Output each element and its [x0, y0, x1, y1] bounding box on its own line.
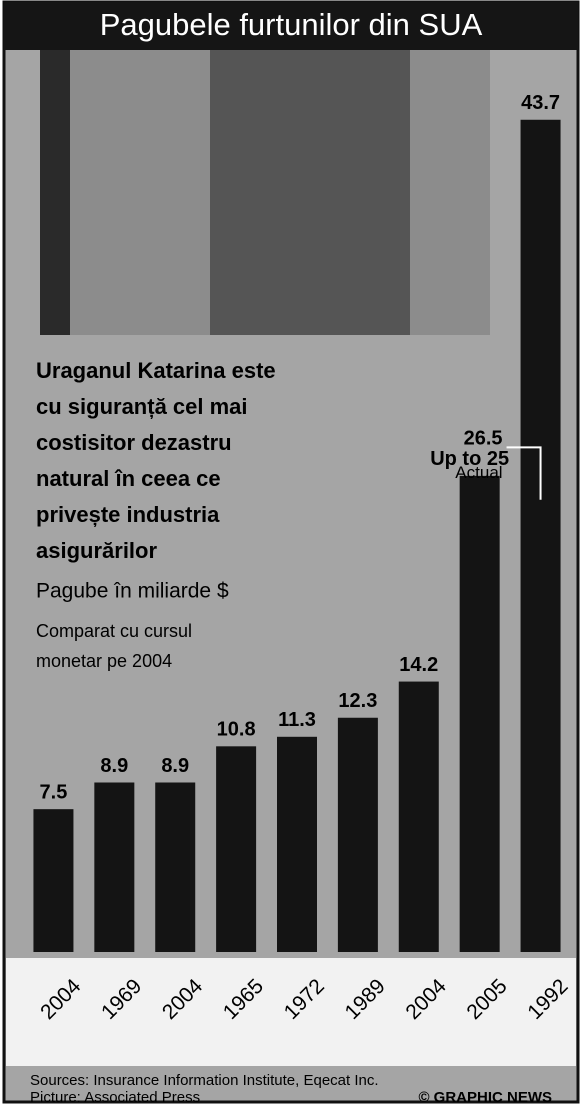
value-label: 10.8 [217, 719, 256, 741]
value-label: 7.5 [40, 781, 68, 803]
bar [521, 120, 561, 952]
headline: natural în ceea ce [36, 466, 221, 491]
value-label: 8.9 [100, 755, 128, 777]
headline: costisitor dezastru [36, 430, 232, 455]
value-label: 8.9 [161, 755, 189, 777]
annotation-label: Actual [455, 463, 502, 482]
bar [33, 809, 73, 952]
chart-title: Pagubele furtunilor din SUA [100, 7, 483, 42]
bar [460, 476, 500, 952]
bar [155, 783, 195, 952]
photo-detail [40, 50, 70, 335]
credit: Picture: Associated Press [30, 1089, 200, 1105]
note: monetar pe 2004 [36, 651, 172, 671]
value-label: 11.3 [278, 709, 316, 731]
annotation-value: 26.5 [464, 428, 503, 450]
sources: Sources: Insurance Information Institute… [30, 1072, 379, 1089]
headline: Uraganul Katarina este [36, 358, 276, 383]
chart: Pagubele furtunilor din SUA Sources: Ins… [0, 0, 582, 1105]
bar [338, 718, 378, 952]
subtitle: Pagube în miliarde $ [36, 580, 229, 603]
bar [277, 737, 317, 952]
bar [94, 783, 134, 952]
value-label: 14.2 [399, 654, 438, 676]
bar [216, 746, 256, 952]
photo-detail [210, 50, 410, 335]
bar [399, 682, 439, 952]
value-label: 12.3 [338, 690, 377, 712]
note: Comparat cu cursul [36, 621, 192, 641]
value-label: 43.7 [521, 92, 560, 114]
copyright: © GRAPHIC NEWS [418, 1089, 552, 1105]
headline: cu siguranță cel mai [36, 394, 248, 419]
headline: privește industria [36, 502, 220, 527]
headline: asigurărilor [36, 538, 157, 563]
